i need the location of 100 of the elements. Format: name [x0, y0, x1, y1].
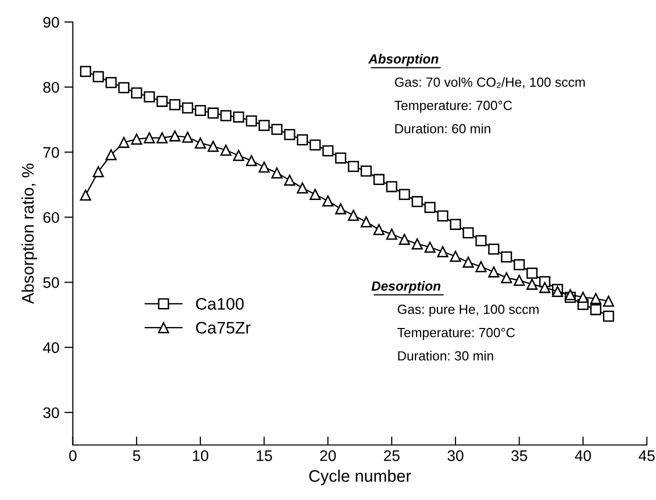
point: [488, 244, 500, 255]
y-tick-label: 90: [43, 16, 60, 28]
point: [450, 218, 462, 230]
point: [296, 182, 308, 194]
point: [92, 166, 104, 178]
y-tick-label: 50: [43, 277, 60, 288]
annotation: Gas: 70 vol% CO₂/He, 100 sccm: [394, 77, 585, 88]
point: [373, 174, 385, 186]
point: [118, 82, 130, 94]
annotation: Temperature: 700°C: [394, 100, 512, 113]
point: [475, 235, 487, 246]
point: [271, 124, 282, 135]
point: [602, 296, 614, 307]
point: [488, 266, 500, 278]
point: [156, 96, 168, 107]
point: [194, 137, 206, 149]
point: [169, 99, 180, 110]
annotation: Desorption: [372, 281, 440, 294]
point: [412, 196, 423, 208]
point: [360, 216, 372, 228]
point: [386, 181, 398, 192]
point: [424, 242, 436, 253]
point: [246, 115, 257, 126]
point: [131, 134, 142, 145]
point: [526, 278, 538, 290]
annotation: Absorption: [368, 54, 438, 66]
point: [437, 246, 448, 258]
x-tick-label: 45: [638, 450, 655, 462]
point: [500, 272, 512, 284]
point: [169, 130, 180, 142]
point: [156, 132, 168, 144]
point: [271, 167, 282, 179]
annotation: Temperature: 700°C: [397, 328, 515, 340]
point: [514, 259, 525, 270]
point: [284, 174, 296, 186]
point: [106, 149, 117, 160]
y-axis-title: Absorption ratio, %: [22, 164, 38, 304]
point: [284, 129, 296, 140]
point: [462, 256, 474, 268]
point: [233, 111, 244, 123]
x-tick-label: 20: [320, 450, 336, 462]
y-tick-label: 40: [42, 342, 60, 354]
y-tick-label: 30: [43, 407, 60, 418]
point: [335, 152, 346, 164]
y-tick-label: 80: [43, 82, 60, 93]
point: [398, 234, 410, 245]
point: [208, 140, 219, 152]
x-tick-label: 30: [448, 450, 464, 462]
point: [398, 188, 410, 200]
point: [500, 251, 512, 262]
point: [386, 228, 398, 240]
point: [233, 150, 244, 161]
point: [296, 134, 308, 146]
x-tick-label: 5: [132, 450, 140, 462]
point: [208, 108, 219, 119]
point: [564, 289, 576, 300]
point: [412, 238, 423, 250]
point: [182, 102, 194, 114]
point: [80, 66, 92, 78]
y-tick-label: 70: [43, 147, 60, 158]
x-tick-label: 10: [193, 450, 208, 462]
point: [348, 210, 359, 221]
point: [144, 91, 155, 102]
x-tick-label: 40: [574, 450, 591, 462]
point: [360, 165, 372, 177]
point: [514, 274, 525, 286]
point: [220, 144, 232, 156]
point: [310, 139, 321, 151]
point: [194, 104, 206, 116]
point: [322, 145, 334, 156]
point: [424, 202, 436, 214]
point: [80, 190, 92, 201]
point: [539, 282, 550, 294]
point: [590, 293, 602, 304]
point: [526, 268, 538, 279]
point: [577, 292, 589, 303]
point: [182, 132, 194, 143]
point: [475, 261, 487, 272]
point: [144, 132, 155, 144]
annotation: Duration: 60 min: [395, 124, 490, 134]
point: [348, 160, 359, 172]
point: [335, 203, 346, 214]
point: [131, 87, 142, 98]
point: [92, 71, 104, 82]
x-tick-label: 25: [384, 450, 400, 462]
point: [258, 120, 270, 132]
point: [437, 210, 448, 222]
point: [118, 136, 130, 148]
point: [450, 250, 462, 262]
point: [106, 76, 117, 88]
x-tick-label: 15: [256, 450, 272, 462]
point: [602, 310, 614, 322]
point: [590, 304, 602, 316]
point: [462, 227, 474, 238]
point: [258, 162, 270, 173]
annotation: Gas: pure He, 100 sccm: [398, 304, 539, 317]
point: [373, 224, 385, 236]
legend-label: Ca75Zr: [196, 322, 251, 334]
point: [246, 155, 257, 166]
annotation: Duration: 30 min: [398, 350, 494, 361]
